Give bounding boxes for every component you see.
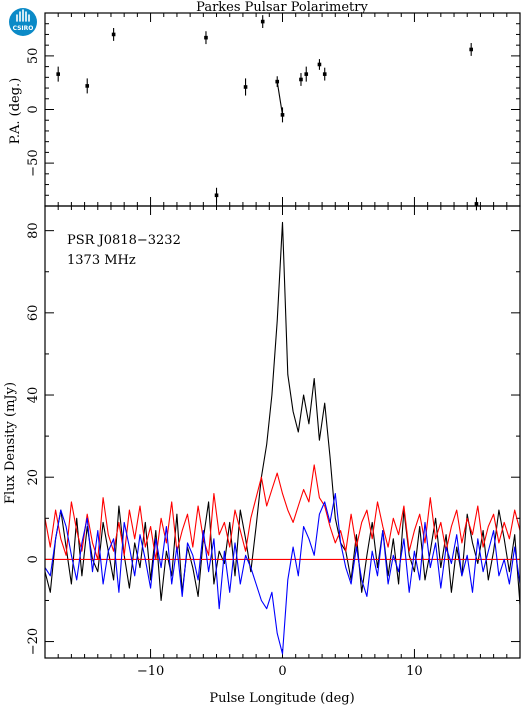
flux-y-axis-label: Flux Density (mJy): [3, 382, 18, 504]
flux-y-tick-label: −20: [26, 628, 41, 655]
pa-point: [204, 35, 208, 40]
flux-series-line-3: [44, 493, 521, 655]
pa-y-tick-label: 50: [26, 48, 41, 65]
flux-y-tick-label: 0: [26, 555, 41, 563]
pa-point: [474, 202, 479, 206]
pa-point: [56, 72, 60, 76]
pa-point: [243, 85, 248, 89]
flux-x-axis-label: Pulse Longitude (deg): [209, 691, 354, 706]
flux-series-lines: [44, 221, 521, 655]
pa-point: [304, 72, 309, 76]
csiro-logo-wordmark: CSIRO: [13, 25, 34, 32]
flux-y-tick-label: 80: [26, 222, 41, 239]
flux-panel: Flux Density (mJy) Pulse Longitude (deg)…: [3, 205, 521, 706]
pa-panel-title: Parkes Pulsar Polarimetry: [196, 0, 368, 15]
flux-series-line-2: [44, 464, 521, 560]
csiro-logo-badge: [9, 8, 37, 36]
pa-connector: [276, 81, 284, 115]
pa-point: [85, 84, 90, 88]
pa-data-points: [56, 15, 479, 211]
flux-axis-ticks: −10 0 10 −20 0 20 40 60 80: [26, 206, 520, 679]
csiro-logo: CSIRO: [9, 8, 37, 36]
flux-x-tick-label: −10: [137, 664, 164, 679]
flux-y-tick-label: 40: [26, 387, 41, 404]
pa-y-tick-label: 0: [26, 105, 41, 113]
pa-point: [214, 193, 219, 198]
csiro-logo-mark: [16, 9, 30, 22]
psr-name-annotation: PSR J0818−3232: [67, 233, 181, 248]
flux-panel-frame: [44, 205, 521, 659]
pa-point: [299, 77, 303, 82]
pa-point: [469, 47, 473, 52]
pa-y-axis-label: P.A. (deg.): [8, 78, 23, 145]
flux-x-tick-label: 10: [406, 664, 423, 679]
flux-y-tick-label: 20: [26, 469, 41, 486]
frequency-annotation: 1373 MHz: [67, 253, 136, 268]
flux-x-tick-label: 0: [278, 664, 286, 679]
pa-point: [322, 72, 327, 76]
flux-y-tick-label: 60: [26, 305, 41, 322]
pa-axis-ticks: −50 0 50: [26, 12, 520, 207]
pa-y-tick-label: −50: [26, 149, 41, 176]
pa-point: [111, 32, 116, 37]
pa-point: [317, 62, 322, 67]
pa-point: [260, 19, 265, 24]
